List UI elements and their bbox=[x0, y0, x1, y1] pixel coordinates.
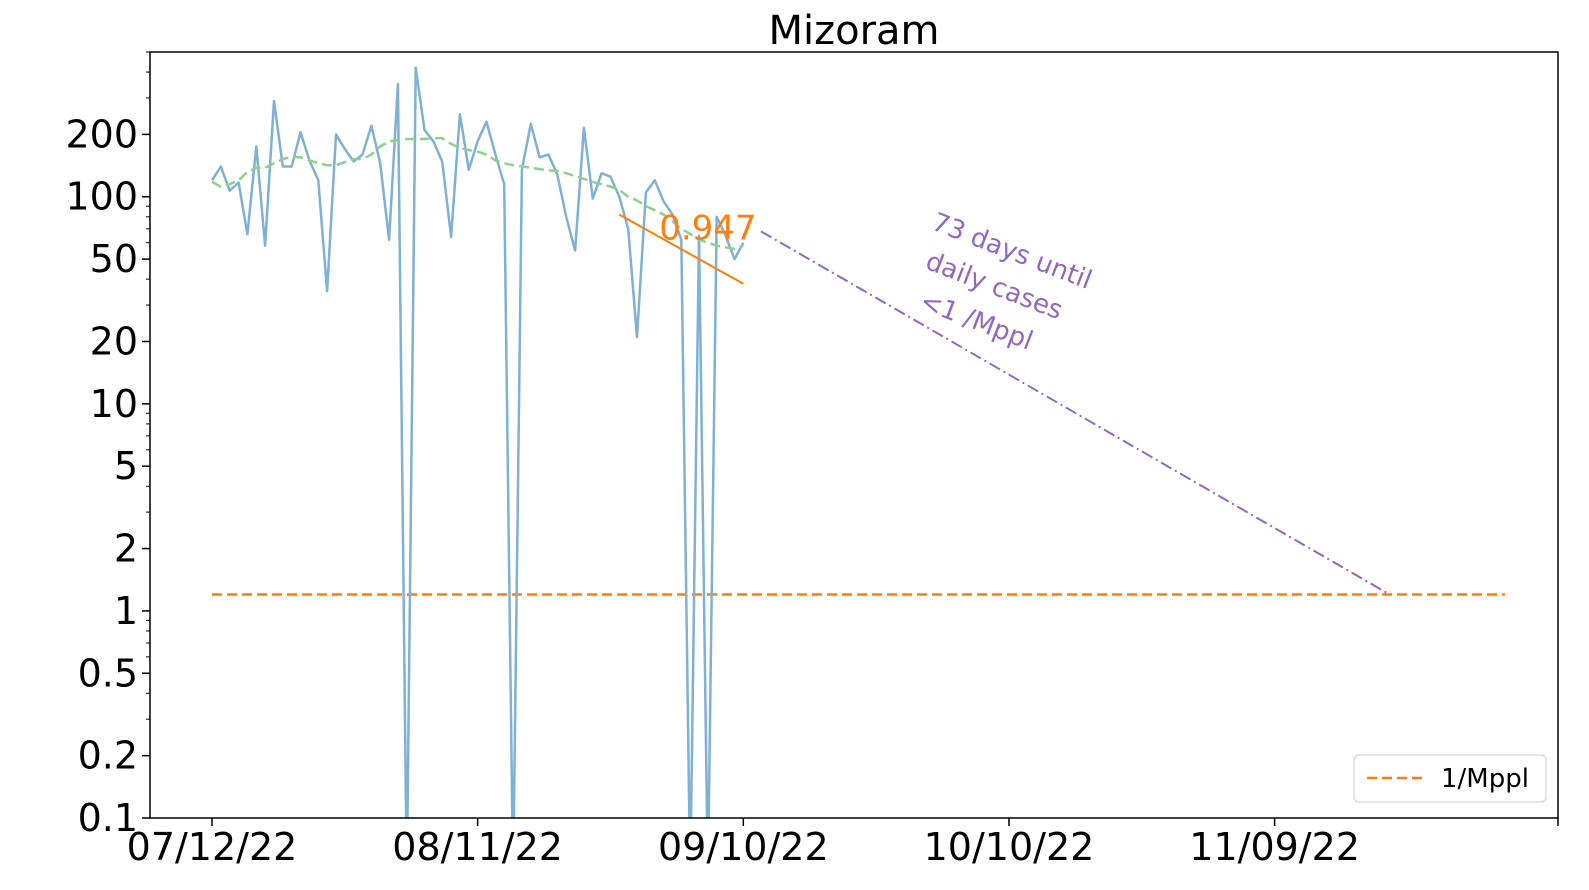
series-fit-line bbox=[618, 213, 744, 285]
legend: 1/Mppl bbox=[1353, 754, 1547, 803]
annotation-rate: 0.947 bbox=[659, 209, 756, 249]
series-daily-line bbox=[210, 66, 745, 818]
y-tick-label: 5 bbox=[114, 444, 138, 488]
x-tick-label: 10/10/22 bbox=[924, 825, 1095, 869]
y-tick-label: 0.1 bbox=[78, 796, 138, 840]
y-tick-label: 200 bbox=[65, 112, 138, 156]
y-tick-label: 20 bbox=[90, 319, 138, 363]
y-tick-label: 50 bbox=[90, 237, 138, 281]
x-tick-label: 09/10/22 bbox=[658, 825, 829, 869]
chart-title: Mizoram bbox=[768, 8, 939, 54]
y-axis: 0.1 0.2 0.5 1 2 5 10 20 50 100 200 bbox=[65, 51, 150, 840]
y-tick-label: 1 bbox=[114, 589, 138, 633]
plot-area bbox=[210, 66, 1505, 818]
y-tick-label: 10 bbox=[90, 382, 138, 426]
y-tick-label: 0.5 bbox=[78, 651, 138, 695]
y-tick-label: 2 bbox=[114, 527, 138, 571]
legend-label-mppl: 1/Mppl bbox=[1441, 764, 1529, 794]
y-tick-label: 100 bbox=[65, 175, 138, 219]
series-projection-line bbox=[760, 230, 1391, 596]
x-tick-label: 08/11/22 bbox=[392, 825, 563, 869]
x-tick-label: 07/12/22 bbox=[127, 825, 298, 869]
plot-frame bbox=[149, 51, 1559, 819]
y-tick-label: 0.2 bbox=[78, 734, 138, 778]
series-smoothed-line bbox=[211, 136, 744, 251]
x-tick-label: 11/09/22 bbox=[1189, 825, 1360, 869]
legend-box bbox=[1353, 754, 1547, 803]
x-axis: 07/12/22 08/11/22 09/10/22 10/10/22 11/09/22 bbox=[127, 818, 1559, 869]
